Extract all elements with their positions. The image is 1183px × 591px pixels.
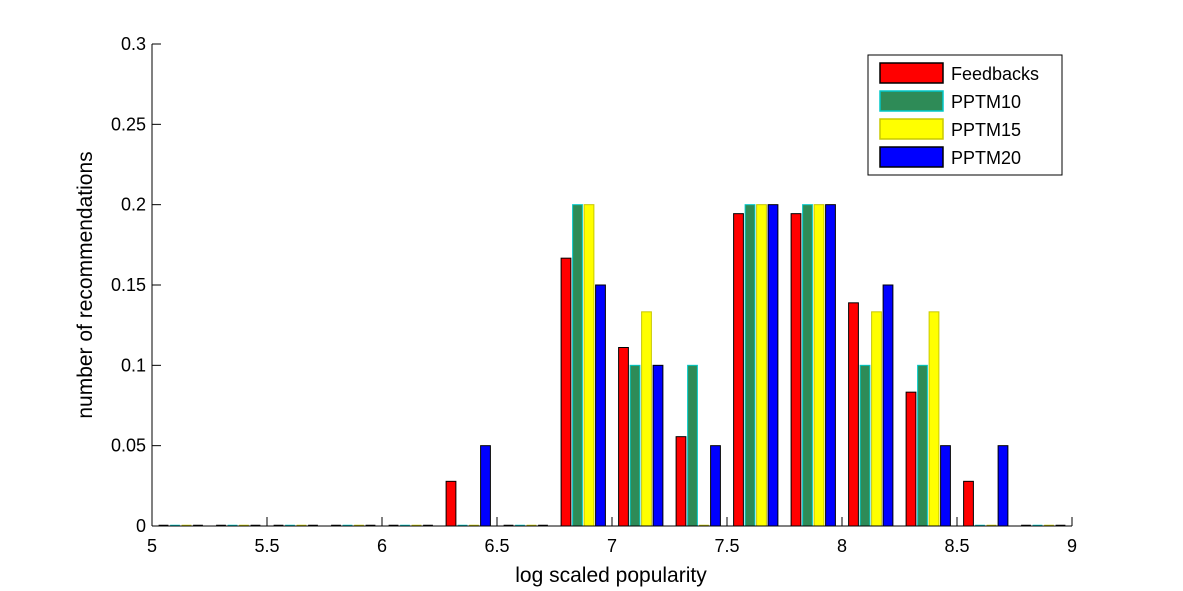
bar-feedbacks-9: [675, 436, 687, 527]
bar-pptm15-8: [641, 311, 652, 527]
bar-pptm10-9: [687, 364, 698, 527]
legend-swatch-pptm20: [879, 146, 944, 168]
bar-pptm20-7: [595, 284, 606, 527]
bar-pptm15-10: [756, 204, 767, 527]
x-tick-label: 9: [1067, 536, 1077, 556]
bar-pptm15-12: [871, 311, 882, 527]
x-tick-label: 5.5: [254, 536, 279, 556]
bar-pptm10-8: [629, 364, 641, 527]
x-tick-label: 7: [607, 536, 617, 556]
bar-pptm10-11: [802, 204, 813, 527]
axes-group: 5 5.5 6 6.5 7 7.5 8 8.5 9 0 0.05 0.1 0.15 0.2 0.25 0.3: [111, 34, 1077, 556]
bar-pptm15-11: [813, 204, 825, 527]
bar-feedbacks-7: [560, 257, 572, 527]
bar-pptm20-5: [480, 445, 491, 527]
y-tick-label: 0.05: [111, 436, 146, 456]
x-axis-label: log scaled popularity: [515, 564, 707, 587]
bar-feedbacks-11: [790, 213, 802, 527]
y-tick-label: 0.3: [121, 34, 146, 54]
legend-label-pptm10: PPTM10: [951, 92, 1021, 112]
bar-pptm10-10: [744, 204, 756, 527]
x-tick-label: 8: [837, 536, 847, 556]
bar-feedbacks-14: [963, 480, 974, 527]
bar-pptm15-7: [583, 204, 595, 527]
bar-feedbacks-5: [445, 480, 457, 527]
bar-pptm20-14: [997, 445, 1009, 527]
x-tick-label: 6: [377, 536, 387, 556]
legend-label-pptm15: PPTM15: [951, 120, 1021, 140]
bar-feedbacks-13: [905, 391, 917, 527]
bar-pptm10-12: [859, 364, 871, 527]
bar-pptm20-13: [940, 445, 951, 527]
y-tick-label: 0.15: [111, 275, 146, 295]
bar-pptm20-8: [652, 364, 664, 527]
legend: Feedbacks PPTM10 PPTM15 PPTM20: [867, 54, 1063, 176]
y-axis-label: number of recommendations: [74, 151, 97, 418]
y-tick-label: 0.2: [121, 195, 146, 215]
bar-pptm20-9: [710, 445, 721, 527]
legend-swatch-feedbacks: [879, 62, 944, 84]
y-tick-label: 0: [136, 516, 146, 536]
bar-pptm20-12: [882, 284, 894, 527]
x-tick-label: 7.5: [714, 536, 739, 556]
legend-swatch-pptm15: [879, 118, 944, 140]
bar-pptm15-13: [928, 311, 940, 527]
bars-group: [158, 204, 1066, 527]
bar-pptm10-7: [572, 204, 583, 527]
bar-feedbacks-8: [618, 347, 629, 527]
x-tick-label: 6.5: [484, 536, 509, 556]
y-tick-label: 0.1: [121, 355, 146, 375]
legend-label-feedbacks: Feedbacks: [951, 64, 1039, 84]
x-tick-label: 5: [147, 536, 157, 556]
bar-feedbacks-12: [848, 302, 859, 527]
bar-pptm10-13: [917, 364, 928, 527]
legend-swatch-pptm10: [879, 90, 944, 112]
bar-feedbacks-10: [733, 213, 744, 527]
bar-pptm20-11: [825, 204, 836, 527]
x-tick-label: 8.5: [944, 536, 969, 556]
y-tick-label: 0.25: [111, 114, 146, 134]
bar-pptm20-10: [767, 204, 779, 527]
legend-label-pptm20: PPTM20: [951, 148, 1021, 168]
